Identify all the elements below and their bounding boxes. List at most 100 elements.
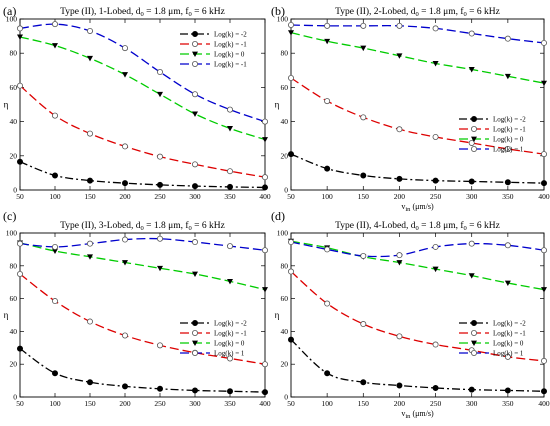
data-point: [324, 165, 331, 172]
chart-title: Type (II), 4-Lobed, d0 = 1.8 μm, f0 = 6 …: [335, 220, 500, 232]
data-point: [17, 34, 23, 40]
data-point: [360, 379, 367, 386]
y-axis-label: η: [4, 100, 9, 110]
x-axis-label: vin (μm/s): [401, 409, 434, 420]
legend-entry: Log(k) = 0: [214, 51, 245, 59]
panel-label: (a): [3, 4, 16, 18]
x-tick-label: 100: [322, 192, 334, 201]
data-point: [261, 389, 268, 396]
x-axis-label: vin (μm/s): [401, 202, 434, 213]
data-point: [287, 268, 294, 275]
data-point: [156, 153, 163, 160]
data-point: [192, 111, 198, 117]
data-point: [87, 177, 94, 184]
x-tick-label: 200: [394, 192, 406, 201]
y-tick-label: 100: [277, 15, 289, 24]
series-0: [287, 151, 548, 187]
data-point: [541, 388, 548, 395]
data-point: [87, 318, 94, 325]
data-point: [226, 106, 233, 113]
x-tick-label: 400: [259, 399, 271, 408]
data-point: [288, 30, 294, 36]
legend-entry: Log(k) = 1: [493, 350, 524, 358]
data-point: [324, 370, 331, 377]
panel-label: (d): [271, 209, 285, 223]
data-point: [324, 300, 331, 307]
data-point: [261, 118, 268, 125]
data-point: [226, 355, 233, 362]
data-point: [432, 25, 439, 32]
data-point: [52, 172, 59, 179]
data-point: [287, 21, 294, 28]
x-tick-label: 50: [16, 399, 24, 408]
data-point: [541, 39, 548, 46]
legend: Log(k) = -2 Log(k) = -1 Log(k) = 0 Log(k) =…: [459, 116, 526, 154]
data-point: [52, 112, 59, 119]
legend-entry: Log(k) = -2: [493, 116, 526, 124]
data-point: [324, 22, 331, 29]
legend-marker: [191, 61, 198, 68]
y-tick-label: 80: [281, 49, 289, 58]
y-tick-label: 60: [10, 294, 18, 303]
data-point: [541, 151, 548, 158]
x-tick-label: 150: [84, 192, 96, 201]
data-point: [396, 175, 403, 182]
series-line: [19, 242, 266, 291]
series-1: [16, 270, 268, 368]
data-point: [156, 385, 163, 392]
data-point: [261, 184, 268, 191]
legend-entry: Log(k) = -1: [214, 41, 247, 49]
x-tick-label: 200: [394, 399, 406, 408]
legend-entry: Log(k) = 1: [214, 350, 245, 358]
legend-entry: Log(k) = -2: [493, 320, 526, 328]
data-point: [360, 321, 367, 328]
data-point: [122, 180, 129, 187]
legend-marker: [471, 136, 477, 142]
data-point: [360, 252, 367, 259]
data-point: [122, 236, 129, 243]
panel-label: (b): [271, 4, 285, 18]
data-point: [226, 388, 233, 395]
x-tick-label: 50: [287, 399, 295, 408]
legend-entry: Log(k) = 1: [493, 146, 524, 154]
data-point: [504, 242, 511, 249]
data-point: [468, 139, 475, 146]
legend-marker: [470, 126, 477, 133]
series-line: [290, 240, 545, 291]
data-point: [191, 183, 198, 190]
legend-entry: Log(k) = 0: [493, 340, 524, 348]
data-point: [541, 287, 547, 293]
data-point: [432, 61, 439, 67]
x-tick-label: 200: [119, 192, 131, 201]
x-tick-label: 250: [430, 192, 442, 201]
y-tick-label: 100: [6, 15, 18, 24]
legend-marker: [470, 145, 477, 152]
series-3: [16, 235, 268, 254]
legend-marker: [470, 319, 477, 326]
plot-frame: [290, 18, 545, 191]
data-point: [432, 177, 439, 184]
x-tick-label: 400: [538, 192, 550, 201]
x-tick-label: 400: [259, 192, 271, 201]
data-point: [468, 67, 475, 73]
series-3: [16, 21, 268, 125]
x-tick-label: 50: [16, 192, 24, 201]
legend-marker: [191, 349, 198, 356]
data-point: [87, 254, 93, 260]
data-point: [261, 174, 268, 181]
data-point: [287, 239, 294, 246]
x-tick-label: 350: [502, 399, 514, 408]
data-point: [287, 74, 294, 81]
series-1: [287, 74, 548, 158]
plot-frame: [19, 18, 266, 191]
chart-title: Type (II), 3-Lobed, d0 = 1.8 μm, f0 = 6 …: [60, 220, 225, 232]
data-point: [52, 370, 59, 377]
series-2: [288, 30, 547, 87]
plot-frame: [290, 232, 545, 398]
data-point: [504, 179, 511, 186]
x-tick-label: 200: [119, 399, 131, 408]
series-line: [290, 241, 545, 258]
x-tick-label: 400: [538, 399, 550, 408]
data-point: [396, 382, 403, 389]
data-point: [468, 386, 475, 393]
